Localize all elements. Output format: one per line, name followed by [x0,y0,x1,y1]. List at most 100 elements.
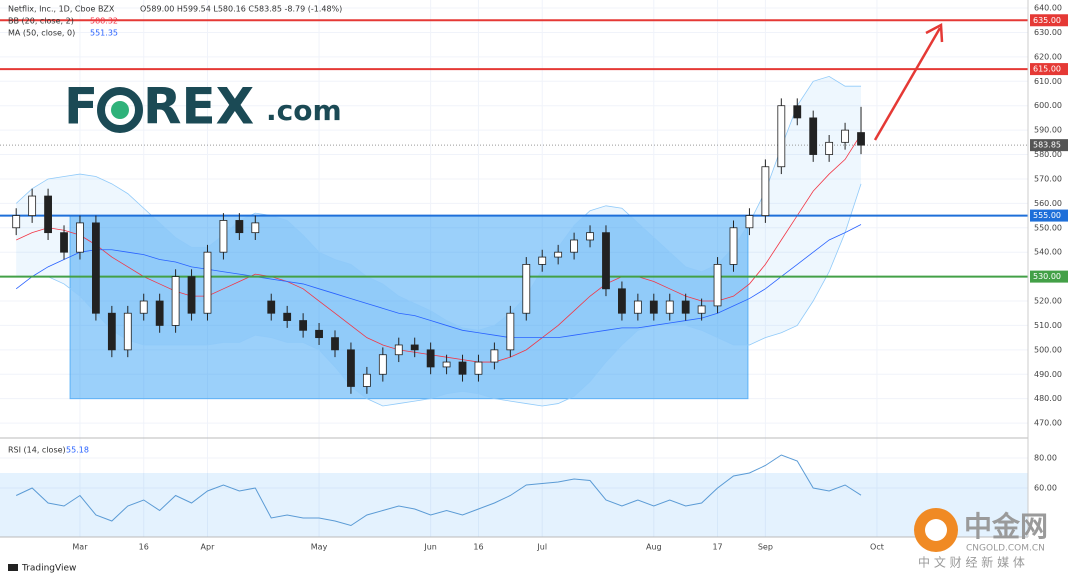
candle-body [315,329,323,339]
x-tick-label: 17 [712,543,722,552]
y-tick-label: 570.00 [1034,174,1062,183]
logo-rex: REX [143,78,254,136]
candle-body [331,337,339,351]
rsi-label: RSI (14, close) [8,446,66,455]
y-tick-label: 580.00 [1034,150,1062,159]
candle-body [394,344,403,356]
x-tick-label: Jul [536,543,547,552]
candle-body [203,251,212,314]
candle-body [123,312,132,351]
x-tick-label: Sep [758,543,773,552]
rsi-tick-label: 80.00 [1034,453,1057,462]
grid [0,0,1028,537]
candle-body [586,232,594,241]
logo-o [97,87,143,133]
candle-body [857,132,865,146]
level-label: 530.00 [1033,272,1061,281]
arrow-head [925,22,944,43]
ma-label: MA (50, close, 0) [8,29,75,38]
candle-body [618,288,626,314]
candle-body [745,215,754,229]
y-tick-label: 520.00 [1034,297,1062,306]
tv-logo [8,564,18,571]
candle-body [139,300,148,314]
candle-body [219,220,228,253]
candle-body [841,129,849,143]
y-tick-label: 640.00 [1034,4,1062,13]
watermark-icon-inner [925,519,947,541]
candle-body [251,222,260,234]
level-label: 635.00 [1033,16,1061,25]
overlay-line [15,224,862,339]
candle-body [235,220,244,234]
last-price-tag [1030,139,1068,152]
footer: TradingView [21,564,76,574]
candle-body [825,141,834,155]
candle-body [347,349,355,387]
candle-body [362,373,371,387]
level-tag [1030,270,1068,283]
candle-body [426,349,435,368]
y-tick-label: 540.00 [1034,248,1062,257]
candle-body [681,300,690,314]
quote: O589.00 H599.54 L580.16 C583.85 -8.79 (-… [140,5,342,14]
candle-body [793,105,802,119]
bb-lower [16,183,862,407]
candle-body [490,349,499,363]
candle-body [809,117,818,155]
level-tag [1030,14,1068,27]
ma-value: 551.35 [90,29,118,38]
candle-body [92,222,100,314]
candle-body [761,166,770,216]
rsi-value: 55.18 [66,446,89,455]
candle-body [713,263,722,307]
level-tag [1030,209,1068,222]
plot [0,19,1028,527]
candle-body [665,300,674,314]
x-tick-label: Aug [646,543,662,552]
y-tick-label: 560.00 [1034,199,1062,208]
candle-body [299,320,308,331]
candle-body [44,195,52,234]
x-tick-label: 16 [473,543,483,552]
y-tick-label: 620.00 [1034,52,1062,61]
bb-fill [16,76,862,406]
candle-body [12,215,21,229]
y-tick-label: 550.00 [1034,223,1062,232]
candle-body [378,354,387,375]
watermark-brand: 中金网 [964,510,1048,543]
logo-f: F [64,78,98,136]
candle-body [267,300,276,314]
candle-body [474,361,483,375]
logo-com: .com [266,94,342,127]
watermark-slogan: 中 文 财 经 新 媒 体 [918,555,1025,570]
candle-body [554,251,563,258]
x-tick-label: Jun [423,543,437,552]
y-tick-label: 600.00 [1034,101,1062,110]
x-tick-label: 16 [139,543,149,552]
x-tick-label: Oct [870,543,884,552]
candle-body [283,312,292,321]
bb-value: 588.32 [90,17,118,26]
candle-body [522,263,531,314]
y-tick-label: 470.00 [1034,419,1062,428]
candle-body [458,361,467,375]
y-tick-label: 630.00 [1034,28,1062,37]
rsi-line [15,454,862,527]
x-tick-label: May [311,543,328,552]
level-label: 555.00 [1033,211,1061,220]
level-tag [1030,63,1068,76]
candle-body [697,305,706,314]
candle-body [187,276,196,314]
bb-upper [15,75,862,331]
candle-body [410,344,419,351]
candle-body [76,222,84,253]
y-tick-label: 610.00 [1034,77,1062,86]
watermark-site: CNGOLD.COM.CN [966,544,1045,554]
y-tick-label: 490.00 [1034,370,1062,379]
candle-body [442,361,451,368]
candle-body [570,239,578,253]
last-price-label: 583.85 [1033,141,1061,150]
rsi-tick-label: 60.00 [1034,483,1057,492]
